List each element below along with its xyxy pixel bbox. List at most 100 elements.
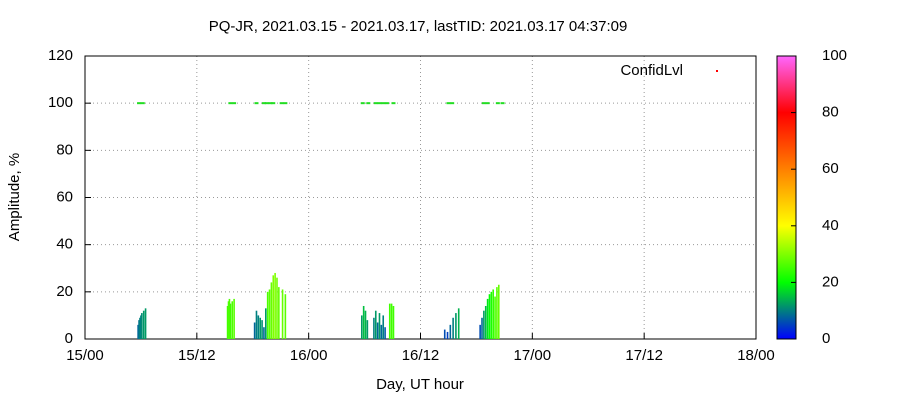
point xyxy=(228,102,233,105)
bar xyxy=(227,301,230,339)
point xyxy=(140,102,145,105)
point xyxy=(485,102,490,105)
bar xyxy=(142,310,145,339)
plot-frame xyxy=(84,55,757,340)
point xyxy=(360,102,365,105)
bar xyxy=(483,310,485,339)
colorbar-tick-label: 40 xyxy=(822,217,839,234)
bar xyxy=(228,298,231,339)
bar xyxy=(281,289,284,339)
bar xyxy=(270,282,273,339)
colorbar-tick-label: 60 xyxy=(822,160,839,177)
bar xyxy=(449,324,452,339)
bar xyxy=(492,289,494,339)
x-axis-label: Day, UT hour xyxy=(376,376,464,393)
bar xyxy=(388,303,391,339)
bar xyxy=(366,320,369,339)
bar xyxy=(446,331,449,339)
bar xyxy=(360,315,363,339)
bar xyxy=(486,298,489,339)
bar xyxy=(278,287,280,339)
bar xyxy=(253,322,256,339)
colorbar xyxy=(776,55,797,340)
x-tick-label: 16/12 xyxy=(402,347,440,364)
bar xyxy=(479,324,481,339)
point xyxy=(283,102,288,105)
bar xyxy=(255,310,258,339)
bar xyxy=(137,324,139,339)
bar xyxy=(376,322,379,339)
point xyxy=(271,102,276,105)
point xyxy=(481,102,486,105)
bar xyxy=(380,324,383,339)
bar xyxy=(140,315,142,339)
bar xyxy=(263,327,265,339)
bar xyxy=(229,303,232,339)
x-tick-label: 15/00 xyxy=(66,347,104,364)
point xyxy=(377,102,382,105)
bar xyxy=(496,287,498,339)
point xyxy=(366,102,371,105)
bar xyxy=(139,317,141,339)
bar xyxy=(259,317,262,339)
bar xyxy=(378,313,381,339)
y-tick-label: 80 xyxy=(56,141,73,158)
bar xyxy=(231,301,234,339)
bar xyxy=(138,320,140,339)
point xyxy=(446,102,451,105)
point xyxy=(279,102,284,105)
x-tick-label: 16/00 xyxy=(290,347,328,364)
colorbar-tick-label: 0 xyxy=(822,330,830,347)
x-tick-label: 17/12 xyxy=(625,347,663,364)
y-tick-label: 60 xyxy=(56,188,73,205)
y-axis-label: Amplitude, % xyxy=(6,153,23,241)
bar xyxy=(364,310,367,339)
bar xyxy=(392,305,395,339)
bar xyxy=(226,305,229,339)
bar xyxy=(497,284,500,339)
x-tick-label: 18/00 xyxy=(737,347,775,364)
point xyxy=(232,102,237,105)
bar xyxy=(264,308,267,339)
colorbar-tick-label: 80 xyxy=(822,104,839,121)
legend-marker xyxy=(716,70,718,72)
point xyxy=(268,102,273,105)
bar xyxy=(384,327,386,339)
bar xyxy=(481,317,483,339)
bar xyxy=(276,277,278,339)
bar xyxy=(452,317,454,339)
y-tick-label: 40 xyxy=(56,236,73,253)
bar xyxy=(268,289,271,339)
point xyxy=(254,102,259,105)
point xyxy=(264,102,269,105)
point xyxy=(500,102,505,105)
bar xyxy=(257,315,260,339)
bar xyxy=(144,308,147,339)
y-tick-label: 20 xyxy=(56,283,73,300)
legend-label: ConfidLvl xyxy=(620,62,683,79)
point xyxy=(450,102,455,105)
bar xyxy=(488,294,491,339)
point xyxy=(373,102,378,105)
bar xyxy=(443,329,446,339)
y-tick-label: 100 xyxy=(48,94,73,111)
bar xyxy=(457,308,460,339)
y-tick-label: 120 xyxy=(48,47,73,64)
point xyxy=(137,102,142,105)
bar xyxy=(490,291,493,339)
bar xyxy=(373,317,375,339)
bar xyxy=(382,315,385,339)
colorbar-tick-label: 20 xyxy=(822,273,839,290)
point xyxy=(261,102,266,105)
bar xyxy=(484,305,487,339)
x-tick-label: 17/00 xyxy=(514,347,552,364)
bar xyxy=(274,272,276,339)
bar xyxy=(233,298,235,339)
bar xyxy=(390,303,393,339)
bar xyxy=(141,313,143,339)
colorbar-tick-label: 100 xyxy=(822,47,847,64)
bar xyxy=(284,294,287,339)
bar xyxy=(261,320,263,339)
point xyxy=(391,102,396,105)
